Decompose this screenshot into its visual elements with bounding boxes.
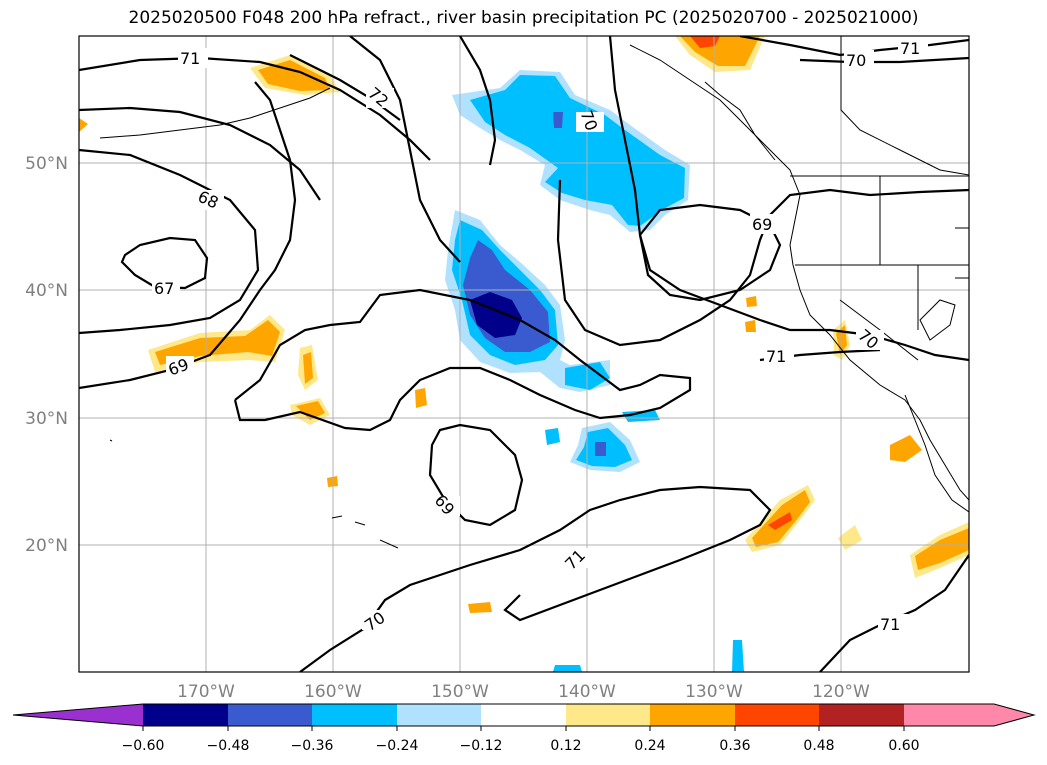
contour-label: 69 — [752, 215, 772, 234]
colorbar-segment — [228, 704, 312, 726]
colorbar-tick-label: 0.36 — [719, 738, 750, 754]
orange-region-west-3-core — [296, 401, 325, 420]
blue-region-south-2 — [553, 665, 582, 672]
contour-label: 67 — [154, 279, 174, 298]
map-title: 2025020500 F048 200 hPa refract., river … — [128, 8, 919, 28]
colorbar-tick-label: 0.48 — [803, 738, 834, 754]
lat-label: 30°N — [25, 409, 68, 429]
contour-label-group: 71 72 70 71 68 67 69 69 69 71 70 70 71 — [152, 38, 928, 635]
colorbar-extend-high — [904, 704, 1034, 726]
contour-label: 71 — [880, 615, 900, 634]
map-frame — [78, 35, 970, 673]
contour-71-north — [79, 56, 431, 161]
colorbar-segment — [397, 704, 481, 726]
colorbar-segment — [735, 704, 819, 726]
coastlines — [99, 36, 969, 549]
contour-center — [233, 288, 692, 432]
lon-label: 150°W — [431, 682, 489, 702]
colorbar-tick-label: −0.12 — [460, 738, 503, 754]
colorbar-tick-label: 0.60 — [888, 738, 919, 754]
graticule — [79, 36, 969, 672]
colorbar-tick-label: 0.24 — [634, 738, 665, 754]
contour-east-69 — [556, 179, 969, 347]
orange-region-edge-west — [79, 118, 88, 132]
contour-south-70 — [299, 485, 772, 672]
contour-70-ne — [799, 56, 969, 64]
contour-69-loop — [428, 423, 524, 527]
colorbar-segment — [312, 704, 397, 726]
contour-67-ring — [120, 236, 209, 290]
orange-region-west-4 — [415, 388, 427, 408]
contour-label: 70 — [846, 51, 866, 70]
orange-region-small-ca2 — [745, 320, 756, 332]
blue-region-central-darkest — [470, 292, 522, 338]
negative-precip-shading — [445, 70, 744, 672]
orange-region-bc-red — [690, 36, 720, 48]
blue-region-gulf-alaska-dark — [553, 112, 563, 128]
colorbar-segment — [566, 704, 650, 726]
contour-loop-east — [459, 36, 497, 166]
blue-region-gulf-alaska-core — [470, 75, 685, 226]
contour-label: 71 — [766, 347, 786, 366]
contour-69-loop-east — [638, 203, 782, 302]
longitude-labels: 170°W 160°W 150°W 140°W 130°W 120°W — [177, 682, 870, 702]
blue-region-small-3 — [545, 428, 560, 445]
blue-region-hawaii-ne-dark — [595, 442, 606, 456]
lat-label: 20°N — [25, 536, 68, 556]
blue-region-south — [732, 640, 744, 672]
contour-label: 71 — [900, 39, 920, 58]
lon-label: 160°W — [304, 682, 362, 702]
colorbar-segment — [819, 704, 904, 726]
contour-70-nw — [79, 106, 321, 201]
orange-region-small-ca — [746, 296, 757, 307]
colorbar-tick-label: −0.24 — [376, 738, 419, 754]
colorbar-extend-low — [13, 704, 143, 726]
contour-70-east — [608, 36, 969, 362]
orange-region-south — [468, 602, 492, 613]
colorbar: −0.60 −0.48 −0.36 −0.24 −0.12 0.12 0.24 … — [12, 703, 1036, 754]
orange-region-west-1-core — [155, 320, 280, 365]
colorbar-tick-label: −0.48 — [207, 738, 250, 754]
lat-label: 50°N — [25, 154, 68, 174]
orange-region-west-2-core — [303, 352, 313, 384]
blue-region-small-2 — [622, 410, 660, 422]
contour-72 — [289, 54, 401, 121]
latitude-labels: 50°N 40°N 30°N 20°N — [25, 154, 68, 556]
colorbar-tick-label: −0.60 — [122, 738, 165, 754]
contour-68-ring — [79, 148, 260, 335]
orange-region-aleutian-core — [258, 60, 330, 91]
orange-region-mexico-1-core — [915, 528, 969, 570]
orange-region-mexico-3 — [838, 525, 862, 550]
lon-label: 130°W — [685, 682, 743, 702]
colorbar-tick-label: −0.36 — [291, 738, 334, 754]
colorbar-segment — [143, 704, 228, 726]
colorbar-segment — [481, 704, 566, 726]
colorbar-segment — [650, 704, 735, 726]
orange-region-baja-red — [768, 512, 792, 530]
orange-region-mexico-2 — [890, 435, 922, 462]
lon-label: 170°W — [177, 682, 235, 702]
lon-label: 140°W — [558, 682, 616, 702]
lat-label: 40°N — [25, 281, 68, 301]
contour-middle — [349, 36, 461, 263]
lon-label: 120°W — [812, 682, 870, 702]
colorbar-tick-label: 0.12 — [550, 738, 581, 754]
contour-label: 71 — [180, 49, 200, 68]
